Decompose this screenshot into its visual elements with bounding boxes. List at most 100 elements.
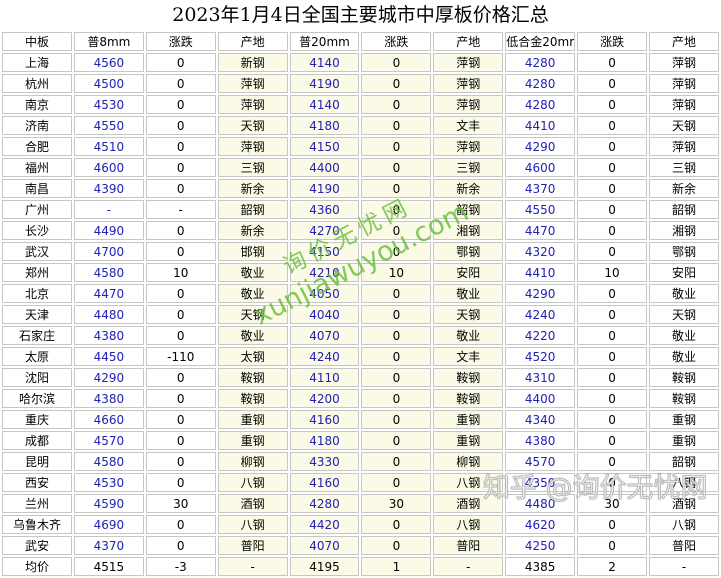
origin-cell: 敬业 — [433, 326, 504, 345]
change-cell: 0 — [361, 368, 432, 387]
city-cell: 太原 — [2, 347, 72, 366]
price-cell: 4385 — [505, 557, 576, 576]
page-title: 2023年1月4日全国主要城市中厚板价格汇总 — [172, 4, 549, 26]
column-header: 产地 — [217, 32, 288, 51]
change-cell: 0 — [577, 200, 648, 219]
price-cell: 4040 — [289, 305, 360, 324]
change-cell: 0 — [361, 473, 432, 492]
price-cell: 4150 — [289, 137, 360, 156]
change-cell: 0 — [361, 179, 432, 198]
origin-cell: 普阳 — [433, 536, 504, 555]
price-cell: 4140 — [289, 95, 360, 114]
price-cell: 4370 — [505, 179, 576, 198]
price-cell: 4150 — [289, 242, 360, 261]
average-row: 均价 4515 -3-4195 1-4385 2- — [2, 557, 719, 576]
city-cell: 济南 — [2, 116, 72, 135]
column-header: 产地 — [649, 32, 719, 51]
city-cell: 兰州 — [2, 494, 72, 513]
origin-cell: - — [649, 557, 719, 576]
change-cell: 0 — [361, 347, 432, 366]
price-cell: 4160 — [289, 410, 360, 429]
price-cell: 4160 — [289, 473, 360, 492]
change-cell: 0 — [361, 326, 432, 345]
change-cell: 2 — [577, 557, 648, 576]
change-cell: 0 — [577, 347, 648, 366]
price-cell: 4270 — [289, 221, 360, 240]
change-cell: 0 — [361, 200, 432, 219]
change-cell: 0 — [577, 53, 648, 72]
city-cell: 杭州 — [2, 74, 72, 93]
change-cell: 0 — [361, 452, 432, 471]
price-cell: 4470 — [73, 284, 144, 303]
change-cell: 0 — [577, 536, 648, 555]
origin-cell: 新钢 — [217, 53, 288, 72]
origin-cell: 文丰 — [433, 347, 504, 366]
origin-cell: 柳钢 — [433, 452, 504, 471]
city-cell: 成都 — [2, 431, 72, 450]
origin-cell: 重钢 — [433, 431, 504, 450]
origin-cell: 萍钢 — [433, 53, 504, 72]
price-cell: 4590 — [73, 494, 144, 513]
price-cell: 4070 — [289, 536, 360, 555]
change-cell: 0 — [361, 284, 432, 303]
origin-cell: 萍钢 — [433, 95, 504, 114]
change-cell: 0 — [361, 410, 432, 429]
change-cell: 0 — [361, 158, 432, 177]
origin-cell: 天钢 — [217, 305, 288, 324]
origin-cell: 八钢 — [217, 473, 288, 492]
origin-cell: 八钢 — [217, 515, 288, 534]
price-cell: 4190 — [289, 74, 360, 93]
city-cell: 石家庄 — [2, 326, 72, 345]
column-header: 中板 — [2, 32, 72, 51]
change-cell: 0 — [577, 74, 648, 93]
price-cell: 4340 — [505, 410, 576, 429]
origin-cell: 韶钢 — [217, 200, 288, 219]
change-cell: 0 — [361, 536, 432, 555]
price-cell: 4470 — [505, 221, 576, 240]
price-cell: 4600 — [73, 158, 144, 177]
table-row: 武汉 4700 0 邯钢 4150 0 鄂钢 4320 0 鄂钢 — [2, 242, 719, 261]
price-cell: 4190 — [289, 179, 360, 198]
table-row: 福州 4600 0 三钢 4400 0 三钢 4600 0 三钢 — [2, 158, 719, 177]
price-cell: 4280 — [505, 95, 576, 114]
origin-cell: 萍钢 — [433, 74, 504, 93]
price-cell: 4070 — [289, 326, 360, 345]
table-header-row: 中板 普8mm 涨跌 产地 普20mm 涨跌 产地 低合金20mm 涨跌 产地 — [2, 32, 719, 51]
city-cell: 北京 — [2, 284, 72, 303]
city-cell: 南昌 — [2, 179, 72, 198]
change-cell: 0 — [145, 53, 216, 72]
city-cell: 福州 — [2, 158, 72, 177]
origin-cell: 文丰 — [433, 116, 504, 135]
origin-cell: 重钢 — [649, 410, 719, 429]
origin-cell: 新余 — [433, 179, 504, 198]
price-cell: 4220 — [505, 326, 576, 345]
change-cell: 0 — [361, 137, 432, 156]
origin-cell: 萍钢 — [649, 74, 719, 93]
price-cell: 4580 — [73, 263, 144, 282]
origin-cell: 鞍钢 — [217, 368, 288, 387]
table-row: 乌鲁木齐 4690 0 八钢 4420 0 八钢 4620 0 八钢 — [2, 515, 719, 534]
table-row: 兰州 4590 30 酒钢 4280 30 酒钢 4480 30 酒钢 — [2, 494, 719, 513]
origin-cell: 三钢 — [649, 158, 719, 177]
change-cell: 0 — [361, 515, 432, 534]
origin-cell: 三钢 — [433, 158, 504, 177]
price-cell: 4500 — [73, 74, 144, 93]
origin-cell: 萍钢 — [649, 137, 719, 156]
table-row: 上海 4560 0 新钢 4140 0 萍钢 4280 0 萍钢 — [2, 53, 719, 72]
column-header: 涨跌 — [361, 32, 432, 51]
change-cell: 0 — [577, 284, 648, 303]
column-header: 涨跌 — [577, 32, 648, 51]
table-row: 杭州 4500 0 萍钢 4190 0 萍钢 4280 0 萍钢 — [2, 74, 719, 93]
price-cell: 4550 — [73, 116, 144, 135]
change-cell: 0 — [145, 179, 216, 198]
origin-cell: 重钢 — [217, 410, 288, 429]
price-cell: 4620 — [505, 515, 576, 534]
origin-cell: 三钢 — [217, 158, 288, 177]
change-cell: 0 — [577, 137, 648, 156]
origin-cell: 鞍钢 — [649, 389, 719, 408]
column-header: 普20mm — [289, 32, 360, 51]
origin-cell: 鞍钢 — [433, 368, 504, 387]
origin-cell: 重钢 — [649, 431, 719, 450]
origin-cell: 湘钢 — [433, 221, 504, 240]
origin-cell: 鄂钢 — [649, 242, 719, 261]
